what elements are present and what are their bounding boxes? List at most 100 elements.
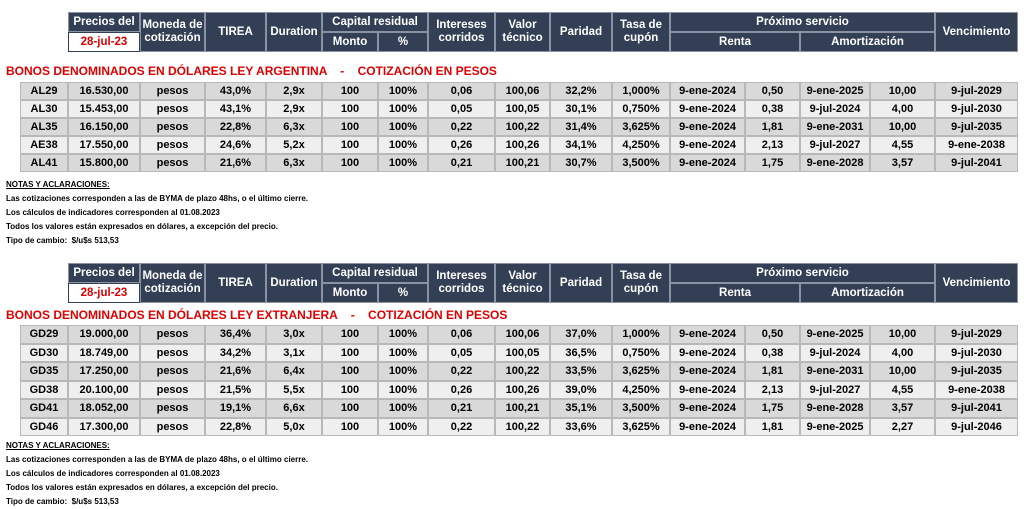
table-cell: 100,06 — [495, 325, 550, 344]
table-cell: 24,6% — [205, 136, 266, 154]
header-cell: Paridad — [550, 263, 612, 303]
table-cell: 100 — [322, 362, 378, 381]
table-cell: 9-ene-2024 — [670, 417, 745, 436]
table-cell: 100,21 — [495, 399, 550, 418]
table-cell: 4,55 — [870, 380, 935, 399]
table-cell: 36,4% — [205, 325, 266, 344]
header-cell: Amortización — [800, 32, 935, 52]
table-cell: 9-ene-2024 — [670, 136, 745, 154]
header-cell: Intereses corridos — [428, 263, 495, 303]
notes-heading: NOTAS Y ACLARACIONES: — [6, 180, 110, 189]
table-cell: 9-ene-2028 — [800, 154, 870, 172]
header-cell: Paridad — [550, 12, 612, 52]
table-cell: 0,38 — [745, 100, 800, 118]
table-cell: 100% — [378, 136, 428, 154]
table-cell: 9-ene-2024 — [670, 82, 745, 100]
table-cell: 9-jul-2024 — [800, 343, 870, 362]
table-cell: AL30 — [20, 100, 68, 118]
table-cell: 100% — [378, 380, 428, 399]
table-cell: 3,500% — [612, 154, 670, 172]
table-cell: 9-ene-2031 — [800, 362, 870, 381]
table-cell: 100,22 — [495, 118, 550, 136]
table-cell: 9-ene-2024 — [670, 380, 745, 399]
header-cell: Tasa de cupón — [612, 263, 670, 303]
table-cell: 9-ene-2031 — [800, 118, 870, 136]
table-cell: 100% — [378, 325, 428, 344]
table-cell: 33,5% — [550, 362, 612, 381]
table-cell: 0,26 — [428, 380, 495, 399]
table-cell: 0,21 — [428, 154, 495, 172]
table-cell: 100% — [378, 82, 428, 100]
table-cell: 43,1% — [205, 100, 266, 118]
table-cell: 2,27 — [870, 417, 935, 436]
table-cell: 19.000,00 — [68, 325, 140, 344]
table-cell: 0,05 — [428, 100, 495, 118]
table-cell: 0,22 — [428, 417, 495, 436]
table-cell: pesos — [140, 380, 205, 399]
table-cell: 21,6% — [205, 362, 266, 381]
table-cell: 0,06 — [428, 325, 495, 344]
table-cell: 21,5% — [205, 380, 266, 399]
table-cell: 21,6% — [205, 154, 266, 172]
table-cell: pesos — [140, 82, 205, 100]
header-cell: Renta — [670, 32, 800, 52]
table-cell: 9-jul-2029 — [935, 325, 1018, 344]
table-cell: 100,22 — [495, 362, 550, 381]
header-cell: Duration — [266, 12, 322, 52]
table-cell: 4,00 — [870, 343, 935, 362]
table-cell: 9-ene-2025 — [800, 325, 870, 344]
table-cell: GD30 — [20, 343, 68, 362]
table-cell: 100 — [322, 118, 378, 136]
table-cell: 3,625% — [612, 362, 670, 381]
header-cell: Monto — [322, 283, 378, 303]
table-cell: AL41 — [20, 154, 68, 172]
table-cell: AL35 — [20, 118, 68, 136]
table-cell: 9-jul-2027 — [800, 136, 870, 154]
table-cell: AL29 — [20, 82, 68, 100]
table-cell: 9-ene-2025 — [800, 82, 870, 100]
note-line: Los cálculos de indicadores corresponden… — [6, 469, 220, 478]
table-cell: 9-jul-2027 — [800, 380, 870, 399]
table-cell: 9-ene-2024 — [670, 399, 745, 418]
table-cell: 100,22 — [495, 417, 550, 436]
table-cell: 1,000% — [612, 325, 670, 344]
table-cell: 3,0x — [266, 325, 322, 344]
notes-heading: NOTAS Y ACLARACIONES: — [6, 441, 110, 450]
table-cell: 2,9x — [266, 82, 322, 100]
table-cell: 100 — [322, 380, 378, 399]
header-cell: Valor técnico — [495, 263, 550, 303]
table-cell: 30,7% — [550, 154, 612, 172]
table-cell: 0,21 — [428, 399, 495, 418]
table-cell: 34,2% — [205, 343, 266, 362]
table-cell: GD41 — [20, 399, 68, 418]
table-cell: 100 — [322, 325, 378, 344]
table-cell: 2,9x — [266, 100, 322, 118]
table-cell: 9-ene-2024 — [670, 100, 745, 118]
table-cell: 43,0% — [205, 82, 266, 100]
table-cell: 18.749,00 — [68, 343, 140, 362]
table-cell: 9-ene-2024 — [670, 118, 745, 136]
header-cell: Próximo servicio — [670, 12, 935, 32]
table-cell: 0,750% — [612, 100, 670, 118]
table-cell: 10,00 — [870, 362, 935, 381]
section-title: BONOS DENOMINADOS EN DÓLARES LEY ARGENTI… — [6, 64, 497, 78]
table-cell: pesos — [140, 399, 205, 418]
header-cell: Vencimiento — [935, 263, 1018, 303]
note-line: Las cotizaciones corresponden a las de B… — [6, 455, 309, 464]
note-line: Las cotizaciones corresponden a las de B… — [6, 194, 309, 203]
table-cell: 0,06 — [428, 82, 495, 100]
table-cell: 5,0x — [266, 417, 322, 436]
header-date: 28-jul-23 — [68, 32, 140, 52]
table-cell: 100 — [322, 100, 378, 118]
table-cell: 9-ene-2024 — [670, 325, 745, 344]
table-cell: 16.530,00 — [68, 82, 140, 100]
table-cell: 1,81 — [745, 362, 800, 381]
table-cell: 5,5x — [266, 380, 322, 399]
table-cell: 9-jul-2041 — [935, 154, 1018, 172]
table-cell: 10,00 — [870, 325, 935, 344]
table-cell: 3,1x — [266, 343, 322, 362]
header-cell: Capital residual — [322, 12, 428, 32]
table-cell: 9-jul-2024 — [800, 100, 870, 118]
header-cell: Capital residual — [322, 263, 428, 283]
